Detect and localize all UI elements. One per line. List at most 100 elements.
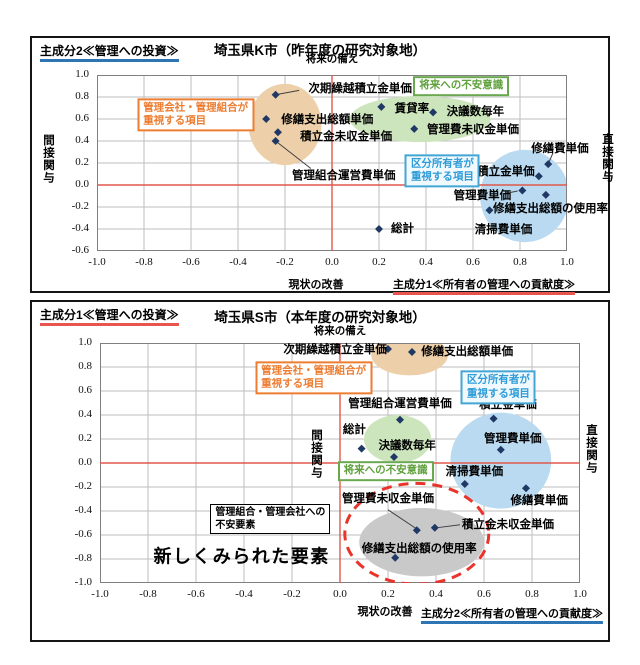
data-point-marker xyxy=(429,108,438,117)
point-label: 修繕費単価 xyxy=(531,142,589,155)
callout-line: 区分所有者が xyxy=(410,157,474,170)
connector-line xyxy=(387,509,418,530)
data-point-marker xyxy=(541,190,550,199)
y-tick-label: -0.8 xyxy=(74,552,92,564)
owners-priority-callout: 区分所有者が 重視する項目 xyxy=(404,154,480,188)
pc1-label: 主成分1≪所有者の管理への貢献度≫ xyxy=(392,276,576,295)
data-point-marker xyxy=(396,415,404,424)
point-label: 総計 xyxy=(391,222,414,235)
tan-cluster-ellipse xyxy=(371,343,448,376)
y-tick-label: -0.4 xyxy=(71,222,89,234)
callout-line: 将来への不安意識 xyxy=(419,79,504,92)
x-tick-label: 0.4 xyxy=(429,588,443,600)
x-tick-label: 0.2 xyxy=(372,256,386,268)
point-label: 修繕支出総額の使用率 xyxy=(493,203,609,216)
green-cluster-ellipse xyxy=(364,415,432,463)
x-tick-label: -0.2 xyxy=(283,588,301,600)
point-label: 積立金未収金単価 xyxy=(300,130,393,143)
x-tick-label: -0.6 xyxy=(182,256,200,268)
connector-line xyxy=(275,89,300,96)
point-label: 修繕支出総額単価 xyxy=(281,114,374,126)
future-anxiety-callout: 将来への不安意識 xyxy=(337,461,434,482)
grey-cluster-ellipse xyxy=(359,508,484,577)
x-axis-caption-left: 現状の改善 xyxy=(357,606,413,618)
pc2-label: 主成分2≪所有者の管理への貢献度≫ xyxy=(420,605,604,624)
callout-line: 重視する項目 xyxy=(261,377,325,390)
data-point-marker xyxy=(375,225,383,233)
x-tick-label: -1.0 xyxy=(91,588,109,600)
pc2-label: 主成分2≪管理への投資≫ xyxy=(40,42,179,62)
chart-title: 埼玉県K市（昨年度の研究対象地） xyxy=(213,43,427,58)
x-axis-caption-right: 主成分1≪所有者の管理への貢献度≫ xyxy=(392,276,576,295)
point-label: 決議数毎年 xyxy=(446,106,505,119)
y-tick-label: -0.4 xyxy=(74,504,92,516)
y-tick-label: 0.4 xyxy=(75,134,89,146)
point-label: 修繕支出総額の使用率 xyxy=(361,543,477,556)
y-tick-label: -0.2 xyxy=(74,480,92,492)
callout-line: 重視する項目 xyxy=(143,114,207,127)
y-tick-label: 0.0 xyxy=(75,178,89,190)
data-point-marker xyxy=(357,444,366,453)
y-tick-label: 0.2 xyxy=(75,156,89,168)
axis-note-top: 将来の備え xyxy=(305,53,359,65)
x-tick-label: -0.8 xyxy=(135,256,153,268)
callout-line: 重視する項目 xyxy=(410,170,474,183)
x-tick-label: -0.2 xyxy=(276,256,294,268)
x-tick-label: 1.0 xyxy=(560,256,574,268)
x-tick-label: -0.4 xyxy=(229,256,247,268)
data-point-marker xyxy=(430,523,439,532)
callout-line: 管理会社・管理組合が xyxy=(261,364,367,377)
y-tick-label: 1.0 xyxy=(78,336,92,348)
point-label: 総計 xyxy=(342,424,366,437)
x-tick-label: 0.6 xyxy=(466,256,480,268)
x-tick-label: 1.0 xyxy=(573,588,587,600)
data-point-marker xyxy=(544,160,553,169)
data-point-marker xyxy=(271,137,280,145)
callout-line: 新しくみられた要素 xyxy=(153,545,330,566)
point-label: 清掃費単価 xyxy=(445,466,504,479)
point-label: 次期繰越積立金単価 xyxy=(308,83,412,96)
data-point-marker xyxy=(518,186,527,195)
callout-line: 不安要素 xyxy=(215,520,256,532)
axis-note-top: 将来の備え xyxy=(313,325,367,337)
data-point-marker xyxy=(377,102,386,111)
managers-priority-callout: 管理会社・管理組合が 重視する項目 xyxy=(255,361,373,395)
point-label: 修繕支出総額単価 xyxy=(421,346,514,359)
point-label: 管理費未収金単価 xyxy=(342,492,434,505)
x-tick-label: -1.0 xyxy=(88,256,106,268)
point-label: 管理費単価 xyxy=(453,189,512,202)
x-tick-label: 0.8 xyxy=(525,588,539,600)
point-label: 決議数毎年 xyxy=(378,440,436,452)
plot-area xyxy=(97,75,567,251)
data-point-marker xyxy=(384,345,392,353)
anxiety-factor-callout: 管理組合・管理会社への 不安要素 xyxy=(210,504,331,535)
x-tick-label: 0.4 xyxy=(419,256,433,268)
point-label: 清掃費単価 xyxy=(474,224,533,236)
chart-title: 埼玉県S市（本年度の研究対象地） xyxy=(214,310,426,325)
y-tick-label: -0.6 xyxy=(71,244,89,256)
data-point-marker xyxy=(496,445,505,454)
callout-line: 将来への不安意識 xyxy=(343,464,428,477)
data-point-marker xyxy=(412,526,421,535)
point-label: 管理組合運営費単価 xyxy=(292,170,396,183)
x-tick-label: -0.8 xyxy=(139,588,157,600)
data-point-marker xyxy=(390,453,398,461)
callout-line: 区分所有者が xyxy=(466,373,530,386)
new-elements-dashed-ellipse xyxy=(343,481,491,583)
connector-line xyxy=(275,140,312,169)
y-axis-label-right: 直接関与 xyxy=(585,424,597,474)
point-label: 次期繰越積立金単価 xyxy=(283,344,387,356)
y-tick-label: 0.6 xyxy=(75,112,89,124)
x-tick-label: 0.8 xyxy=(513,256,527,268)
point-label: 積立金未収金単価 xyxy=(462,519,554,532)
point-label: 管理費単価 xyxy=(484,432,542,445)
point-label: 積立金単価 xyxy=(477,165,535,178)
future-anxiety-callout: 将来への不安意識 xyxy=(413,76,510,96)
owners-priority-callout: 区分所有者が 重視する項目 xyxy=(460,370,536,405)
data-point-marker xyxy=(534,172,543,181)
point-label: 修繕費単価 xyxy=(510,495,568,508)
y-axis-label-right: 直接関与 xyxy=(601,133,613,183)
data-point-marker xyxy=(489,414,498,423)
x-tick-label: -0.4 xyxy=(235,588,253,600)
point-label: 賃貸率 xyxy=(394,103,430,115)
